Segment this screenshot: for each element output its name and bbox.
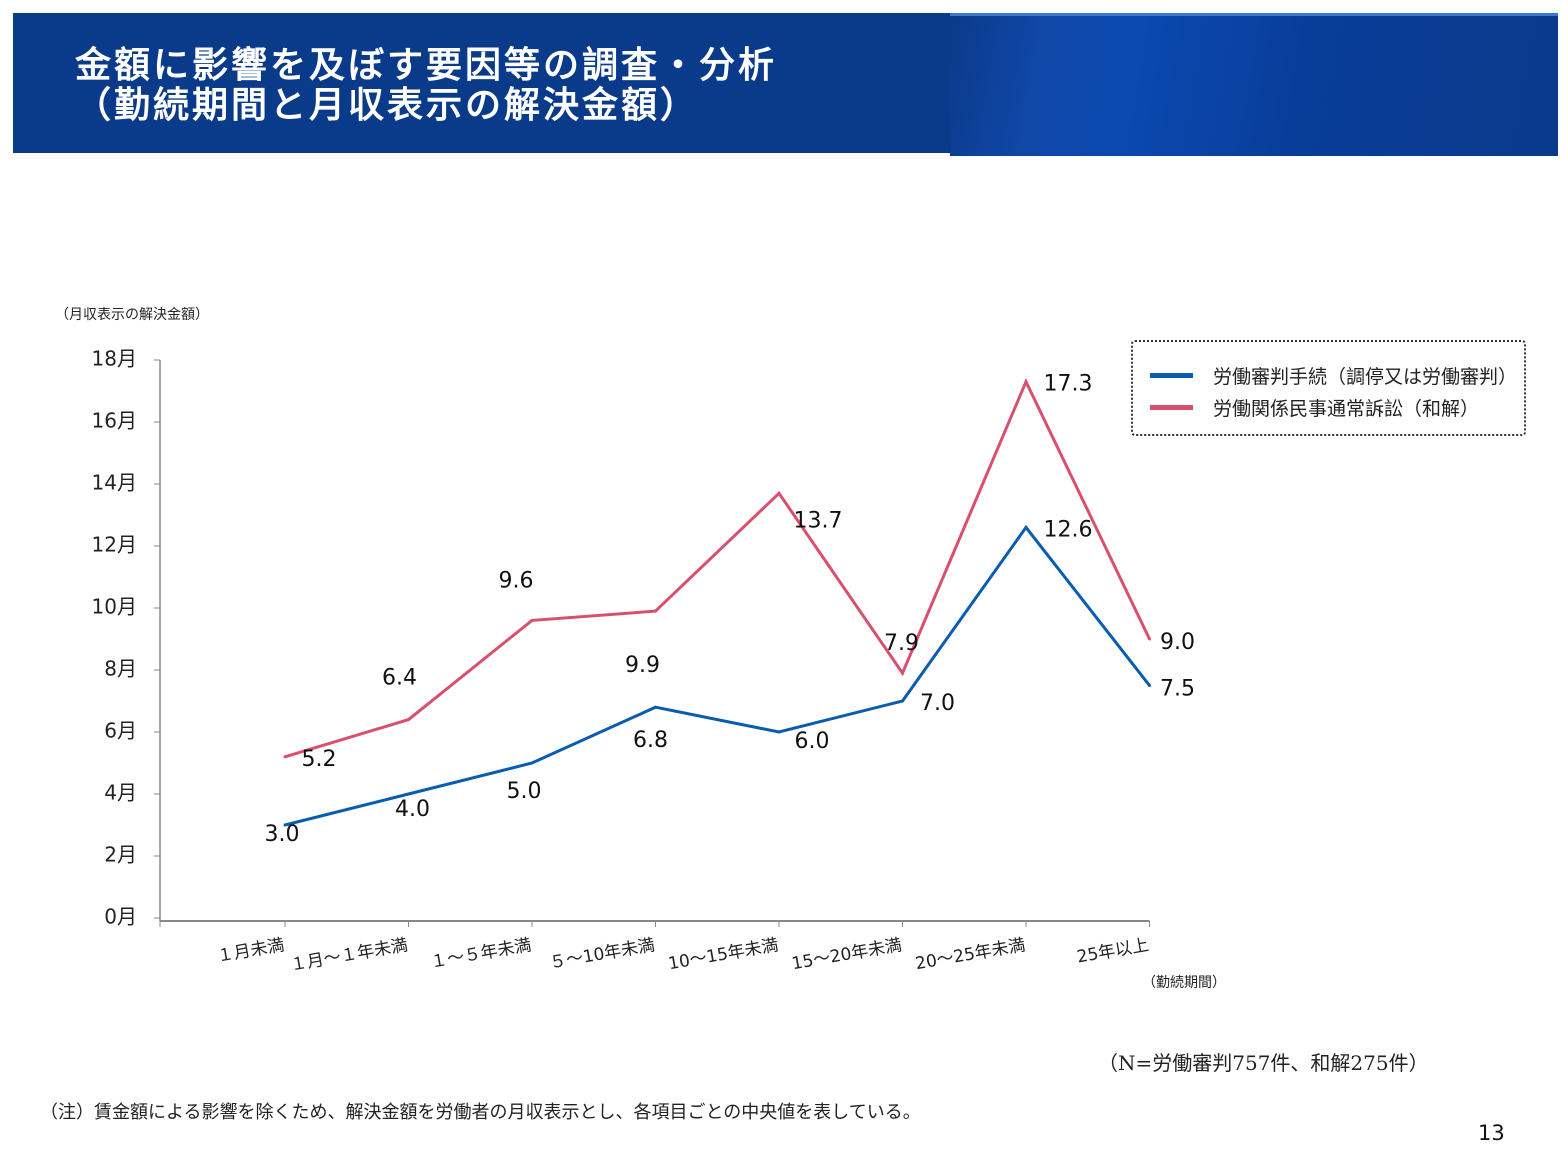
x-tick-label: 10～15年未満 [667,935,780,974]
page-number: 13 [1478,1121,1505,1145]
series-line-2 [284,378,1151,759]
legend-item-labor-tribunal: 労働審判手続（調停又は労働審判） [1150,362,1517,389]
legend: 労働審判手続（調停又は労働審判） 労働関係民事通常訴訟（和解） [1131,340,1526,436]
series-line-1 [284,524,1151,827]
x-tick-label: １月未満 [215,935,285,967]
x-tick-label: 20～25年未満 [914,935,1027,974]
data-point [283,755,287,759]
x-tick-label: １月～１年未満 [289,935,410,975]
legend-label: 労働審判手続（調停又は労働審判） [1213,366,1518,388]
data-label: 3.0 [265,822,300,847]
y-tick-label: 0月 [104,905,137,929]
legend-swatch-red [1150,405,1193,410]
y-tick-label: 18月 [92,347,137,371]
data-point [283,823,287,827]
data-label: 6.4 [382,666,417,691]
x-tick-label: ５～10年未満 [548,935,656,973]
data-label: 9.9 [625,653,660,678]
data-label: 12.6 [1044,517,1093,542]
data-label: 6.8 [633,728,668,753]
data-point [901,671,904,675]
data-label: 9.0 [1160,630,1195,655]
title-line-1: 金額に影響を及ぼす要因等の調査・分析 [75,44,778,86]
data-label: 17.3 [1044,372,1093,397]
y-tick-label: 2月 [104,843,137,867]
data-point [654,609,657,613]
x-tick-label: 25年以上 [1075,935,1150,967]
data-point [901,699,904,703]
data-point [1148,637,1151,641]
data-label: 5.2 [302,747,337,772]
x-tick-label: 15～20年未満 [790,935,903,974]
data-label: 7.0 [920,691,955,716]
data-label: 9.6 [499,568,534,593]
data-label: 7.5 [1160,677,1195,702]
x-tick-label: １～５年未満 [429,935,533,972]
x-axis-label: （勤続期間） [1142,975,1226,991]
legend-label: 労働関係民事通常訴訟（和解） [1213,398,1480,420]
legend-item-civil-lawsuit: 労働関係民事通常訴訟（和解） [1150,394,1479,421]
data-point [777,491,781,495]
data-point [654,705,657,709]
data-point [407,718,410,722]
data-point [530,761,534,765]
data-label: 4.0 [395,797,430,822]
data-label: 5.0 [507,779,542,804]
footnote: （注）賃金額による影響を除くため、解決金額を労働者の月収表示とし、各項目ごとの中… [40,1102,921,1123]
y-tick-label: 8月 [104,657,137,681]
banner-decoration [950,13,1558,156]
data-point [1024,525,1028,529]
y-tick-label: 12月 [92,533,137,557]
data-label: 6.0 [795,729,830,754]
data-point [1024,380,1028,384]
title-line-2: （勤続期間と月収表示の解決金額） [75,84,700,126]
y-tick-label: 16月 [92,409,137,433]
data-point [530,618,534,622]
data-point [407,792,410,796]
y-tick-label: 4月 [104,781,137,805]
sample-size-note: （N=労働審判757件、和解275件） [1098,1051,1429,1075]
y-tick-label: 14月 [92,471,137,495]
data-label: 13.7 [794,508,843,533]
page-title: 金額に影響を及ぼす要因等の調査・分析 （勤続期間と月収表示の解決金額） [75,45,777,125]
y-tick-label: 6月 [104,719,137,743]
data-label: 7.9 [884,631,919,656]
y-tick-label: 10月 [92,595,137,619]
data-point [1148,684,1151,687]
y-axis-label: （月収表示の解決金額） [55,307,209,323]
data-point [777,730,781,734]
legend-swatch-blue [1150,373,1193,378]
